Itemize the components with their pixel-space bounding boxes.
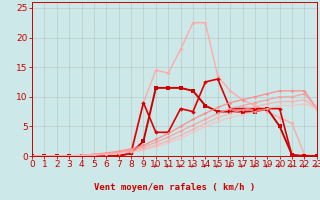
X-axis label: Vent moyen/en rafales ( km/h ): Vent moyen/en rafales ( km/h ): [94, 183, 255, 192]
